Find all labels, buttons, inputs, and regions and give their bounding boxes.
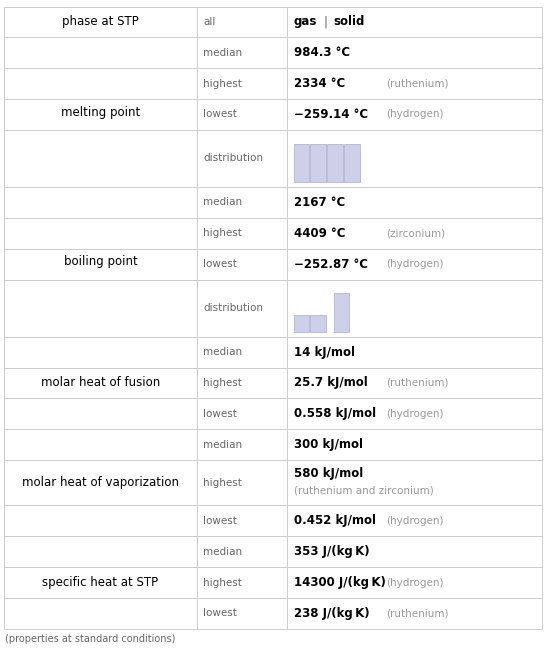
Bar <box>294 143 309 183</box>
Bar <box>334 293 349 332</box>
Text: median: median <box>203 440 242 449</box>
Text: (ruthenium and zirconium): (ruthenium and zirconium) <box>294 486 434 496</box>
Text: 4409 °C: 4409 °C <box>294 227 345 240</box>
Text: 25.7 kJ/mol: 25.7 kJ/mol <box>294 377 367 390</box>
Text: all: all <box>203 17 216 27</box>
Text: 14300 J/(kg K): 14300 J/(kg K) <box>294 576 385 589</box>
Text: lowest: lowest <box>203 409 237 419</box>
Text: highest: highest <box>203 79 242 88</box>
Text: −259.14 °C: −259.14 °C <box>294 108 367 121</box>
Text: 353 J/(kg K): 353 J/(kg K) <box>294 545 369 558</box>
Text: specific heat at STP: specific heat at STP <box>43 576 158 589</box>
Text: melting point: melting point <box>61 105 140 119</box>
Text: lowest: lowest <box>203 608 237 618</box>
Text: phase at STP: phase at STP <box>62 16 139 28</box>
Text: |: | <box>324 16 328 28</box>
Text: 0.452 kJ/mol: 0.452 kJ/mol <box>294 514 376 527</box>
Text: lowest: lowest <box>203 259 237 269</box>
Bar <box>328 143 343 183</box>
Text: median: median <box>203 197 242 208</box>
Text: (properties at standard conditions): (properties at standard conditions) <box>5 634 176 644</box>
Text: gas: gas <box>294 16 317 28</box>
Bar <box>311 315 326 332</box>
Text: median: median <box>203 347 242 357</box>
Text: (hydrogen): (hydrogen) <box>387 516 444 526</box>
Text: solid: solid <box>334 16 365 28</box>
Bar <box>345 143 360 183</box>
Text: distribution: distribution <box>203 153 263 164</box>
Text: 2167 °C: 2167 °C <box>294 196 345 209</box>
Text: distribution: distribution <box>203 303 263 313</box>
Text: molar heat of vaporization: molar heat of vaporization <box>22 476 179 489</box>
Text: median: median <box>203 547 242 557</box>
Text: (ruthenium): (ruthenium) <box>387 79 449 88</box>
Text: 2334 °C: 2334 °C <box>294 77 345 90</box>
Text: highest: highest <box>203 578 242 588</box>
Text: 14 kJ/mol: 14 kJ/mol <box>294 346 354 358</box>
Text: molar heat of fusion: molar heat of fusion <box>41 377 160 390</box>
Text: 238 J/(kg K): 238 J/(kg K) <box>294 607 369 620</box>
Text: (hydrogen): (hydrogen) <box>387 109 444 119</box>
Bar <box>294 315 309 332</box>
Text: lowest: lowest <box>203 516 237 526</box>
Text: (hydrogen): (hydrogen) <box>387 578 444 588</box>
Text: highest: highest <box>203 477 242 488</box>
Text: (ruthenium): (ruthenium) <box>387 608 449 618</box>
Text: median: median <box>203 48 242 58</box>
Text: 580 kJ/mol: 580 kJ/mol <box>294 467 363 480</box>
Text: (hydrogen): (hydrogen) <box>387 259 444 269</box>
Text: (zirconium): (zirconium) <box>387 229 446 238</box>
Bar <box>311 143 326 183</box>
Text: 0.558 kJ/mol: 0.558 kJ/mol <box>294 407 376 421</box>
Text: highest: highest <box>203 378 242 388</box>
Text: (ruthenium): (ruthenium) <box>387 378 449 388</box>
Text: (hydrogen): (hydrogen) <box>387 409 444 419</box>
Text: lowest: lowest <box>203 109 237 119</box>
Text: highest: highest <box>203 229 242 238</box>
Text: boiling point: boiling point <box>64 255 138 269</box>
Text: 300 kJ/mol: 300 kJ/mol <box>294 438 363 451</box>
Text: −252.87 °C: −252.87 °C <box>294 257 367 271</box>
Text: 984.3 °C: 984.3 °C <box>294 47 349 60</box>
